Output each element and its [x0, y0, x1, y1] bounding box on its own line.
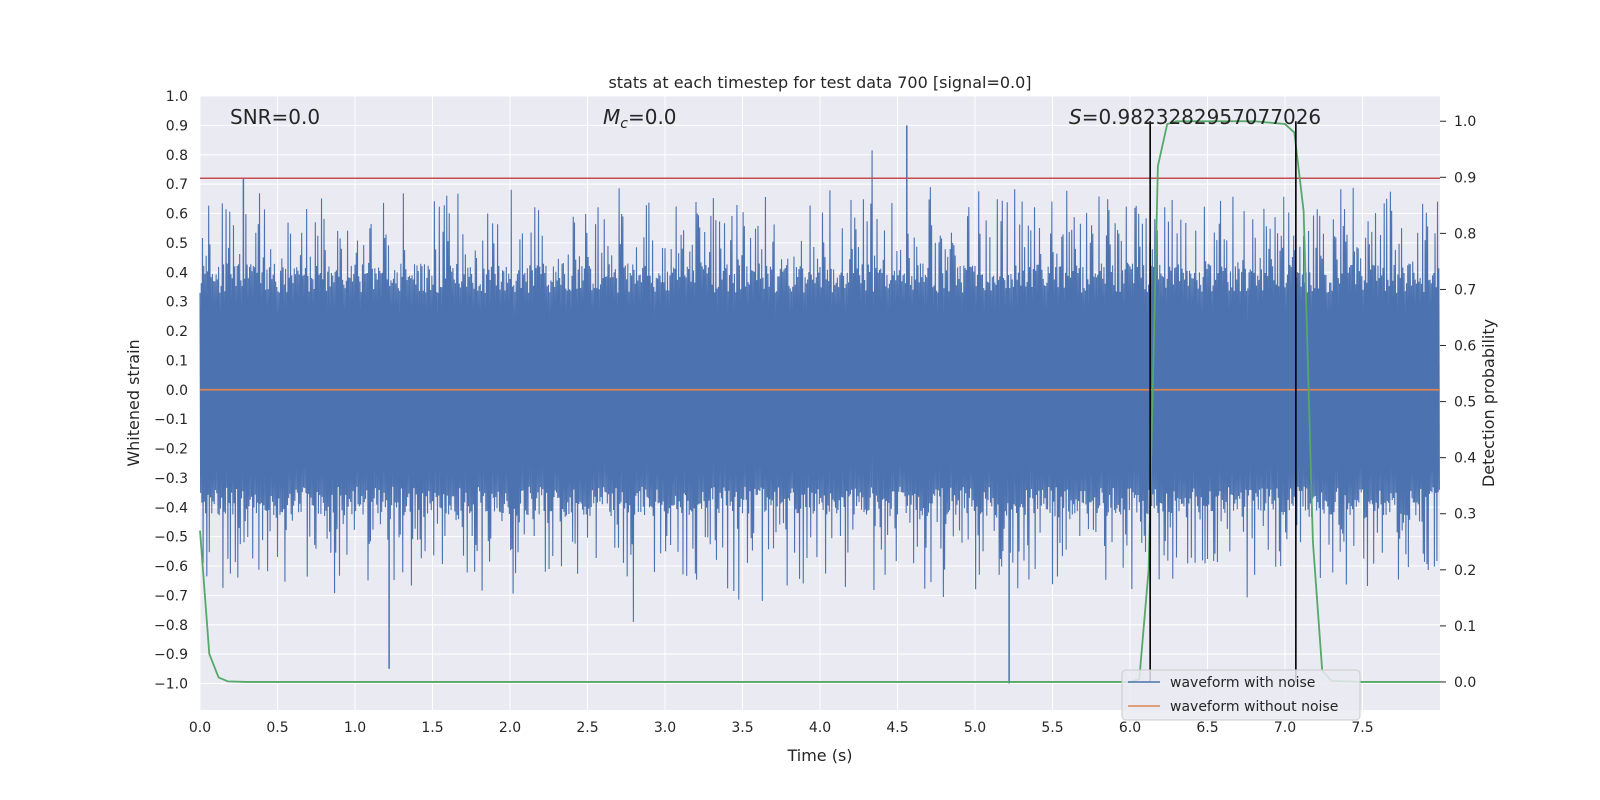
y-tick-label-14: −0.4	[154, 500, 188, 516]
annotation-s: S=0.9823282957077026	[1069, 105, 1321, 129]
y-tick-label-5: 0.5	[166, 236, 188, 252]
y-right-tick-label-6: 0.4	[1454, 451, 1476, 467]
y-tick-label-15: −0.5	[154, 530, 188, 546]
y-right-tick-label-1: 0.9	[1454, 170, 1476, 186]
series-waveform-with-noise	[199, 125, 1440, 684]
x-tick-label-14: 7.0	[1274, 720, 1296, 736]
x-tick-label-13: 6.5	[1196, 720, 1218, 736]
annotation-snr: SNR=0.0	[230, 105, 320, 129]
y-tick-label-3: 0.7	[166, 177, 188, 193]
y-tick-label-4: 0.6	[166, 207, 188, 223]
y-tick-label-18: −0.8	[154, 618, 188, 634]
y-tick-label-6: 0.4	[166, 265, 188, 281]
y-tick-label-13: −0.3	[154, 471, 188, 487]
tick-labels: 0.0 0.5 1.0 1.5 2.0 2.5 3.0 3.5 4.0 4.5 5.0 5.5 6.0 6…	[154, 89, 1476, 736]
y-tick-label-7: 0.3	[166, 295, 188, 311]
x-tick-label-12: 6.0	[1119, 720, 1141, 736]
x-tick-label-1: 0.5	[266, 720, 288, 736]
y-right-tick-label-9: 0.1	[1454, 619, 1476, 635]
y-right-tick-label-8: 0.2	[1454, 563, 1476, 579]
y-tick-label-8: 0.2	[166, 324, 188, 340]
x-tick-label-5: 2.5	[576, 720, 598, 736]
y-axis-label-right: Detection probability	[1479, 319, 1498, 487]
y-tick-label-2: 0.8	[166, 148, 188, 164]
x-tick-label-9: 4.5	[886, 720, 908, 736]
y-tick-label-11: −0.1	[154, 412, 188, 428]
x-tick-label-2: 1.0	[344, 720, 366, 736]
y-tick-label-20: −1.0	[154, 677, 188, 693]
y-tick-label-16: −0.6	[154, 559, 188, 575]
overlay-lines	[199, 120, 1440, 683]
legend-label-waveform-with-noise: waveform with noise	[1170, 675, 1315, 691]
y-tick-label-12: −0.2	[154, 442, 188, 458]
y-right-tick-label-10: 0.0	[1454, 675, 1476, 691]
chart-title: stats at each timestep for test data 700…	[608, 73, 1031, 92]
annotation-mc: Mc=0.0	[603, 105, 677, 132]
y-tick-label-19: −0.9	[154, 647, 188, 663]
y-right-tick-label-4: 0.6	[1454, 339, 1476, 355]
y-tick-label-0: 1.0	[166, 89, 188, 105]
y-right-tick-label-2: 0.8	[1454, 226, 1476, 242]
x-tick-label-8: 4.0	[809, 720, 831, 736]
x-tick-label-3: 1.5	[421, 720, 443, 736]
legend-label-waveform-without-noise: waveform without noise	[1170, 699, 1338, 715]
x-tick-label-4: 2.0	[499, 720, 521, 736]
y-tick-label-9: 0.1	[166, 353, 188, 369]
y-right-tick-label-5: 0.5	[1454, 395, 1476, 411]
x-tick-label-7: 3.5	[731, 720, 753, 736]
y-tick-label-10: 0.0	[166, 383, 188, 399]
x-tick-label-6: 3.0	[654, 720, 676, 736]
annotation-mc-symbol: M	[603, 105, 620, 129]
annotation-mc-sub: c	[620, 116, 628, 132]
legend: waveform with noise waveform without noi…	[1121, 669, 1361, 721]
legend-box	[1121, 669, 1361, 721]
x-tick-label-0: 0.0	[189, 720, 211, 736]
y-tick-label-1: 0.9	[166, 118, 188, 134]
y-right-tick-label-7: 0.3	[1454, 507, 1476, 523]
detection-probability-line	[199, 120, 1440, 683]
x-tick-label-11: 5.5	[1041, 720, 1063, 736]
annotation-mc-value: =0.0	[628, 105, 677, 129]
y-axis-label: Whitened strain	[124, 339, 143, 466]
annotation-s-symbol: S	[1069, 105, 1082, 129]
x-tick-label-10: 5.0	[964, 720, 986, 736]
y-right-tick-label-3: 0.7	[1454, 282, 1476, 298]
annotation-s-value: =0.9823282957077026	[1082, 105, 1321, 129]
waveform-with-noise-line	[199, 150, 1440, 622]
y-tick-label-17: −0.7	[154, 588, 188, 604]
y-right-tick-label-0: 1.0	[1454, 114, 1476, 130]
x-tick-label-15: 7.5	[1351, 720, 1373, 736]
x-axis-label: Time (s)	[786, 746, 852, 765]
